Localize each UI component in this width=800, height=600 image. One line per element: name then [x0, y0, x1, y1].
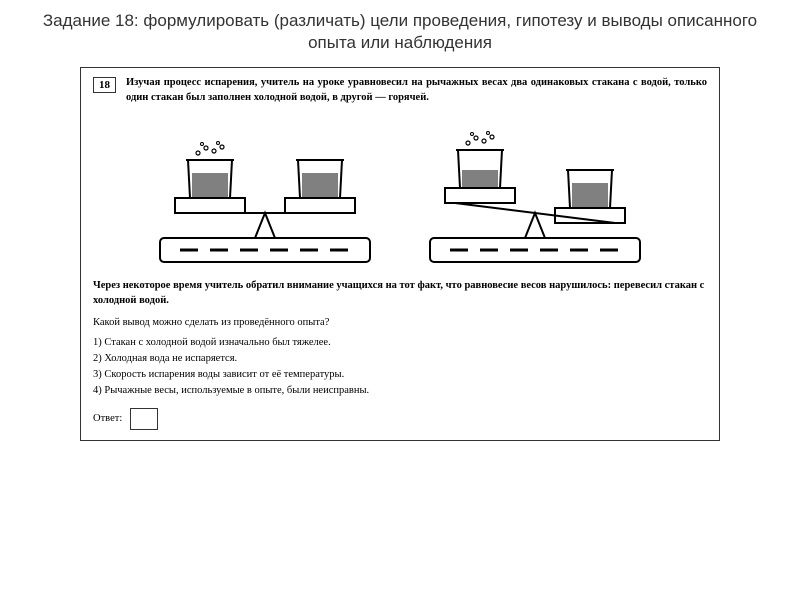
answer-label: Ответ:	[93, 413, 122, 424]
option-4: 4) Рычажные весы, используемые в опыте, …	[93, 385, 707, 396]
problem-intro: Изучая процесс испарения, учитель на уро…	[126, 76, 707, 105]
question-text: Какой вывод можно сделать из проведённог…	[93, 315, 707, 331]
options-list: 1) Стакан с холодной водой изначально бы…	[93, 337, 707, 396]
balance-scale-1	[150, 118, 380, 268]
answer-row: Ответ:	[93, 408, 707, 430]
option-3: 3) Скорость испарения воды зависит от её…	[93, 369, 707, 380]
option-1: 1) Стакан с холодной водой изначально бы…	[93, 337, 707, 348]
diagram-row	[93, 118, 707, 268]
balance-scale-2	[420, 118, 650, 268]
observation-text: Через некоторое время учитель обратил вн…	[93, 278, 707, 310]
option-2: 2) Холодная вода не испаряется.	[93, 353, 707, 364]
problem-text: Через некоторое время учитель обратил вн…	[93, 278, 707, 331]
answer-box[interactable]	[130, 408, 158, 430]
problem-number: 18	[93, 77, 116, 93]
problem-box: 18 Изучая процесс испарения, учитель на …	[80, 67, 720, 441]
page-title: Задание 18: формулировать (различать) це…	[0, 0, 800, 62]
